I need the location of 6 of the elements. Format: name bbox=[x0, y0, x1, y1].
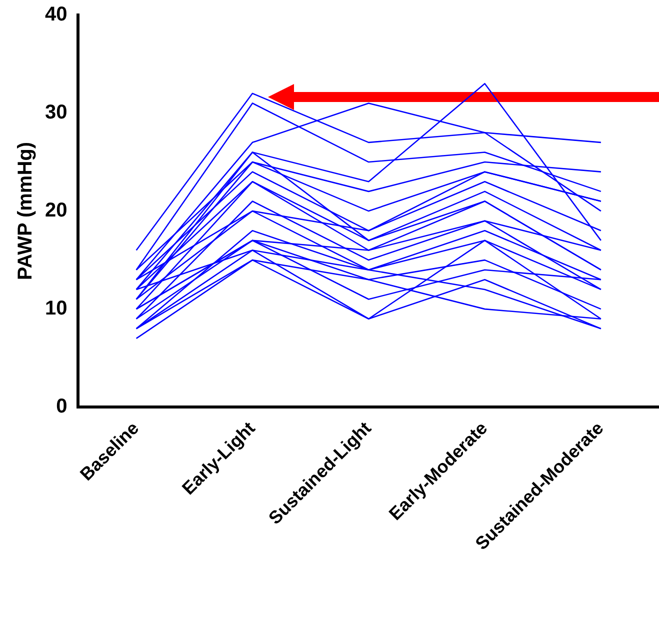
y-tick-label: 10 bbox=[44, 298, 68, 320]
y-axis-title: PAWP (mmHg) bbox=[14, 142, 37, 280]
y-tick-label: 0 bbox=[56, 396, 68, 418]
y-tick-label: 20 bbox=[44, 200, 68, 222]
y-tick-label: 40 bbox=[44, 4, 68, 26]
y-tick-label: 30 bbox=[44, 102, 68, 124]
